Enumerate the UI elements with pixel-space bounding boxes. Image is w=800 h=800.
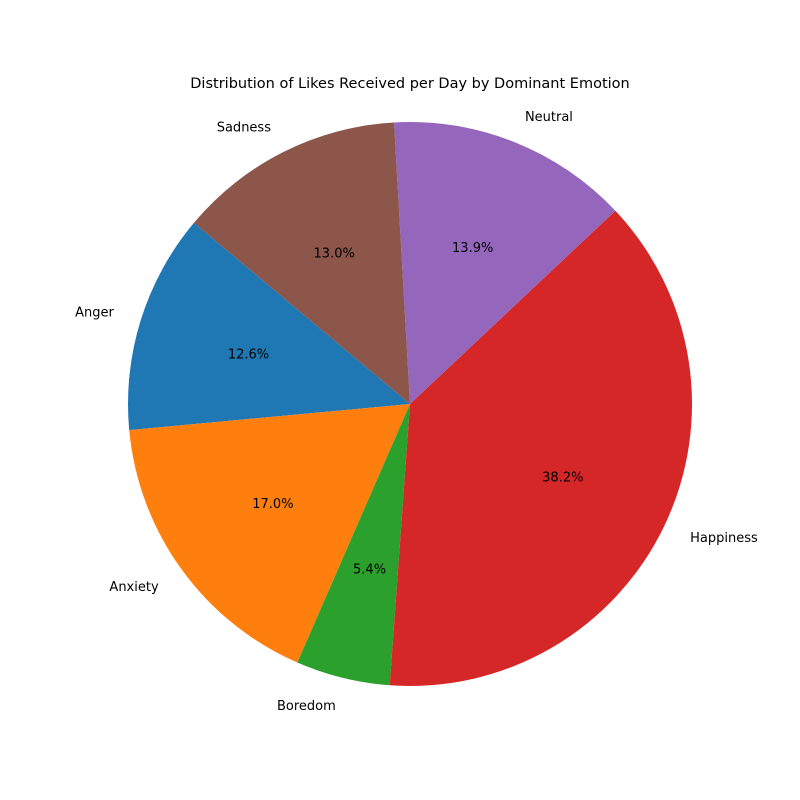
pie-slice-happiness: [389, 210, 693, 687]
slice-pct-neutral: 13.9%: [452, 241, 493, 256]
slice-label-happiness: Happiness: [690, 531, 758, 546]
slice-pct-anxiety: 17.0%: [252, 497, 293, 512]
slice-pct-boredom: 5.4%: [353, 562, 386, 577]
pie-slice-anger: [127, 222, 410, 431]
pie-slice-anxiety: [129, 404, 410, 663]
pie-labels: Anger 12.6% Anxiety 17.0% Boredom 5.4% Happine…: [75, 110, 758, 714]
slice-pct-sadness: 13.0%: [314, 247, 355, 262]
pie-slices: [127, 121, 693, 687]
pie-slice-neutral: [394, 121, 616, 404]
pie-slice-boredom: [297, 404, 410, 686]
slice-label-boredom: Boredom: [277, 699, 336, 714]
slice-label-anxiety: Anxiety: [109, 580, 159, 595]
slice-label-sadness: Sadness: [217, 121, 271, 136]
pie-slice-sadness: [193, 122, 410, 404]
slice-label-anger: Anger: [75, 306, 114, 321]
slice-pct-happiness: 38.2%: [542, 471, 583, 486]
slice-label-neutral: Neutral: [525, 110, 573, 125]
chart-title: Distribution of Likes Received per Day b…: [190, 76, 629, 92]
slice-pct-anger: 12.6%: [228, 348, 269, 363]
